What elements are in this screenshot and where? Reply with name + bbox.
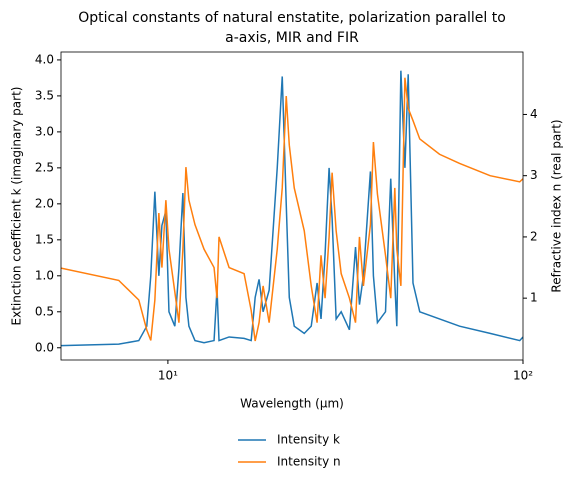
x-tick-label: 10² bbox=[513, 369, 533, 383]
y-tick-label: 2.5 bbox=[35, 160, 54, 174]
y-tick-label: 3.5 bbox=[35, 88, 54, 102]
y2-tick-label: 3 bbox=[530, 168, 538, 182]
y2-tick-label: 4 bbox=[530, 107, 538, 121]
x-tick-label: 10¹ bbox=[158, 369, 178, 383]
x-axis-label: Wavelength (μm) bbox=[240, 397, 344, 411]
plot-frame bbox=[60, 51, 524, 361]
y-tick-label: 0.5 bbox=[35, 304, 54, 318]
legend-label: Intensity k bbox=[277, 433, 340, 447]
chart-title: Optical constants of natural enstatite, … bbox=[78, 10, 506, 26]
legend-label: Intensity n bbox=[277, 455, 341, 469]
y-tick-label: 1.5 bbox=[35, 232, 54, 246]
y-tick-label: 0.0 bbox=[35, 340, 54, 354]
y-tick-label: 3.0 bbox=[35, 124, 54, 138]
y-tick-label: 4.0 bbox=[35, 52, 54, 66]
y2-tick-label: 2 bbox=[530, 229, 538, 243]
data-line bbox=[61, 70, 523, 347]
y-tick-label: 2.0 bbox=[35, 196, 54, 210]
y-tick-label: 1.0 bbox=[35, 268, 54, 282]
data-line bbox=[61, 77, 523, 342]
y2-axis-label: Refractive index n (real part) bbox=[550, 119, 564, 292]
y-axis-label: Extinction coefficient k (imaginary part… bbox=[10, 87, 24, 326]
y2-tick-label: 1 bbox=[530, 291, 538, 305]
chart-title: a-axis, MIR and FIR bbox=[225, 30, 359, 46]
